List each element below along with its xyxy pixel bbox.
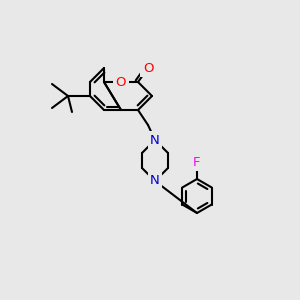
Text: F: F [193,155,201,169]
Text: O: O [143,61,153,74]
Text: N: N [150,134,160,146]
Text: N: N [150,175,160,188]
Text: O: O [116,76,126,88]
